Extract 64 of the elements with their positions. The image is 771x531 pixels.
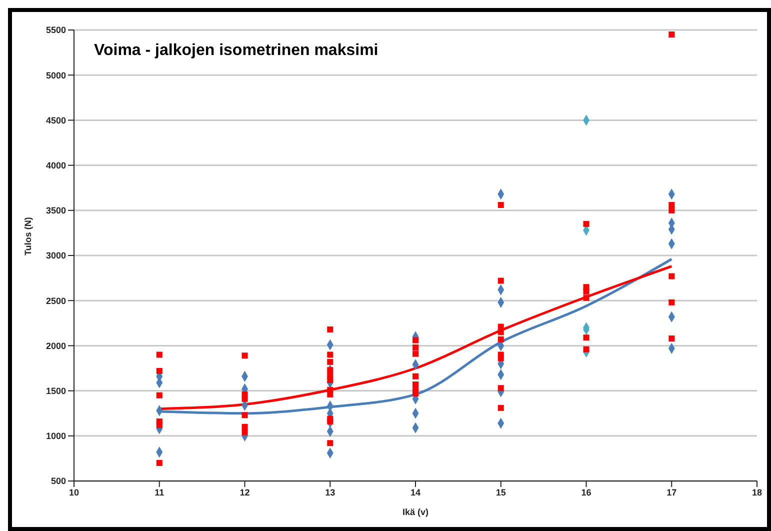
text: Voima - jalkojen isometrinen maksimi: [94, 42, 378, 60]
point: [327, 418, 334, 424]
x-tick-label: 11: [154, 487, 164, 498]
point: [668, 202, 675, 208]
point: [412, 350, 418, 357]
point: [156, 368, 162, 374]
y-tick-label: 2000: [46, 340, 66, 351]
y-tick-label: 5000: [46, 70, 66, 80]
x-tick-label: 17: [666, 487, 677, 498]
y-tick-label: 4500: [46, 115, 66, 126]
point: [242, 412, 248, 418]
point: [327, 440, 334, 446]
point: [327, 326, 334, 332]
x-axis-title: Ikä (v): [402, 507, 429, 517]
point: [668, 335, 675, 342]
y-tick-label: 500: [50, 476, 66, 486]
point: [668, 273, 675, 280]
point: [668, 207, 675, 214]
y-tick-label: 1000: [46, 431, 66, 442]
point: [498, 336, 504, 342]
point: [156, 392, 162, 398]
point: [327, 367, 334, 374]
point: [498, 404, 504, 411]
point: [242, 352, 248, 359]
x-tick-label: 12: [240, 487, 250, 498]
point: [327, 376, 334, 383]
point: [583, 334, 590, 341]
point: [498, 278, 504, 284]
point: [583, 346, 590, 352]
point: [327, 391, 334, 398]
point: [156, 352, 162, 358]
y-tick-label: 4000: [46, 160, 66, 170]
y-tick-label: 3500: [46, 206, 66, 216]
x-tick-label: 15: [496, 487, 506, 498]
y-tick-label: 1500: [46, 386, 66, 396]
y-tick-label: 5500: [46, 25, 66, 36]
point: [327, 352, 334, 358]
x-tick-label: 16: [581, 487, 592, 498]
point: [412, 373, 418, 380]
x-tick-label: 10: [68, 487, 80, 498]
point: [327, 358, 334, 365]
y-axis-title: Tulos (N): [23, 217, 34, 256]
point: [668, 299, 675, 306]
point: [498, 385, 504, 392]
point: [242, 429, 248, 436]
y-tick-label: 2500: [46, 296, 66, 306]
point: [498, 355, 504, 362]
x-tick-label: 13: [325, 487, 336, 498]
point: [498, 202, 504, 208]
point: [412, 337, 418, 344]
point: [583, 220, 590, 227]
point: [412, 344, 418, 351]
point: [583, 294, 590, 301]
point: [242, 424, 248, 430]
point: [583, 288, 590, 295]
x-tick-label: 14: [410, 487, 421, 498]
point: [412, 381, 418, 388]
point: [668, 32, 675, 38]
point: [156, 460, 162, 466]
point: [156, 422, 162, 428]
x-tick-label: 18: [752, 487, 762, 498]
y-tick-label: 3000: [46, 250, 66, 261]
point: [498, 329, 504, 336]
point: [242, 396, 248, 402]
